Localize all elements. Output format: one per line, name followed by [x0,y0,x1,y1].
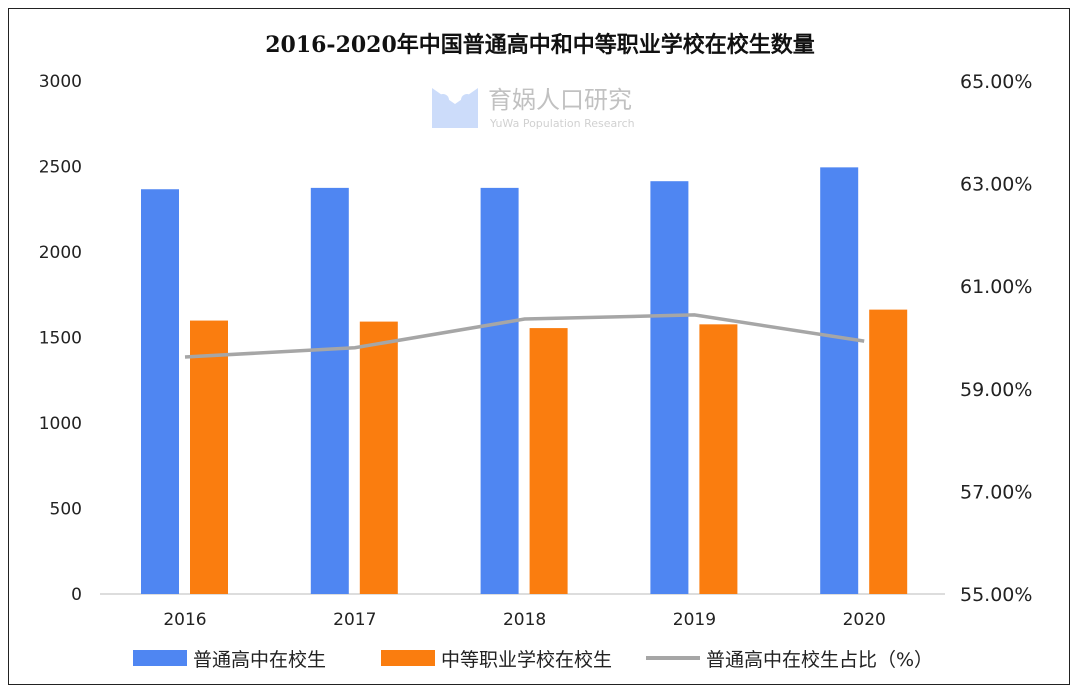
y-right-tick-label: 59.00% [960,379,1032,401]
bar-vocational-2020 [869,309,908,594]
y-left-tick-label: 1000 [39,414,82,434]
x-tick-label: 2019 [673,610,716,630]
x-tick-label: 2018 [503,610,546,630]
bar-vocational-2017 [359,321,398,594]
y-right-tick-label: 57.00% [960,481,1032,503]
y-left-tick-label: 3000 [39,72,82,92]
y-left-tick-label: 500 [50,500,82,520]
bar-vocational-2016 [190,320,228,594]
legend-label-ratio: 普通高中在校生占比（%） [706,649,933,671]
x-tick-label: 2017 [333,610,376,630]
y-right-tick-label: 55.00% [960,584,1032,606]
watermark-text: 育娲人口研究 [488,86,632,114]
x-tick-label: 2020 [843,610,886,630]
legend-swatch-high-school [133,650,187,666]
line-ratio [184,313,865,359]
y-left-tick-label: 0 [71,585,82,605]
legend-label-high-school: 普通高中在校生 [193,649,326,671]
y-left-tick-label: 1500 [39,329,82,349]
watermark-subtext: YuWa Population Research [489,117,635,130]
bar-vocational-2018 [529,328,568,594]
bar-vocational-2019 [699,324,738,594]
bar-high-school-2020 [820,167,859,595]
watermark: 育娲人口研究 YuWa Population Research [432,86,635,130]
y-left-tick-label: 2500 [39,158,82,178]
y-left-tick-label: 2000 [39,243,82,263]
legend-label-vocational: 中等职业学校在校生 [441,649,612,671]
bar-high-school-2017 [310,187,349,594]
legend: 普通高中在校生 中等职业学校在校生 普通高中在校生占比（%） [133,649,933,671]
bar-high-school-2016 [141,189,179,595]
y-right-tick-label: 61.00% [960,276,1032,298]
y-right-tick-label: 65.00% [960,71,1032,93]
x-tick-label: 2016 [163,610,206,630]
chart-frame [8,8,1070,685]
y-right-tick-label: 63.00% [960,174,1032,196]
bar-high-school-2018 [480,187,519,594]
watermark-logo-icon [432,88,478,128]
bar-high-school-2019 [650,181,689,594]
chart-title: 2016-2020年中国普通高中和中等职业学校在校生数量 [265,32,815,58]
legend-swatch-vocational [381,650,435,666]
